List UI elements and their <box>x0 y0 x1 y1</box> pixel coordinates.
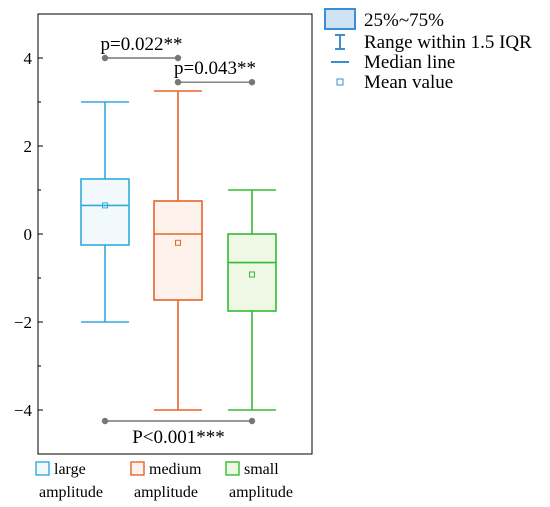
iqr-box <box>153 200 203 301</box>
category-label: amplitude <box>134 484 198 501</box>
significance-dot <box>248 417 256 425</box>
y-tick-label: 4 <box>24 49 33 68</box>
legend-entry-0: 25%~75% <box>324 8 444 31</box>
significance-dot <box>101 54 109 62</box>
mean-marker <box>175 239 181 246</box>
legend-label: Mean value <box>364 72 453 93</box>
legend-entry-3: Mean value <box>336 72 453 93</box>
legend-label: Median line <box>364 52 455 73</box>
category-label: medium <box>149 461 202 478</box>
significance-2: P<0.001*** <box>101 417 256 448</box>
y-tick-label: −4 <box>14 401 33 420</box>
category-label: small <box>244 461 279 478</box>
significance-0: p=0.022** <box>101 34 183 62</box>
y-tick-label: 2 <box>24 137 33 156</box>
box-0 <box>80 101 130 323</box>
significance-label: p=0.043** <box>174 58 256 79</box>
y-tick-label: 0 <box>24 225 33 244</box>
mean-marker <box>102 202 108 209</box>
box-1 <box>153 90 203 411</box>
legend-entry-1: Range within 1.5 IQR <box>335 32 532 53</box>
category-label: amplitude <box>229 484 293 501</box>
category-legend: large amplitude medium amplitude small amplit… <box>35 461 293 501</box>
category-label: amplitude <box>39 484 103 501</box>
significance-label: P<0.001*** <box>132 427 225 448</box>
legend-mean-symbol <box>336 78 344 86</box>
category-2: small amplitude <box>225 461 293 501</box>
iqr-box <box>227 233 277 312</box>
iqr-box <box>80 178 130 246</box>
legend-label: Range within 1.5 IQR <box>364 32 532 53</box>
significance-dot <box>248 79 256 86</box>
category-0: large amplitude <box>35 461 103 501</box>
box-2 <box>227 189 277 411</box>
significance-1: p=0.043** <box>174 58 256 86</box>
mean-marker <box>249 271 255 278</box>
category-label: large <box>54 461 86 478</box>
category-swatch <box>225 461 240 476</box>
category-swatch <box>130 461 145 476</box>
box-series <box>80 90 277 411</box>
significance-dot <box>101 417 109 425</box>
significance-label: p=0.022** <box>101 34 183 55</box>
significance-dot <box>174 54 182 62</box>
category-swatch <box>35 461 50 476</box>
significance-dot <box>174 79 182 86</box>
significance-annotations: p=0.022** p=0.043** P<0.001*** <box>101 34 256 448</box>
legend-entry-2: Median line <box>331 52 455 73</box>
legend-box-symbol <box>324 8 356 30</box>
y-axis: −4 −2 0 2 4 <box>14 49 43 420</box>
y-tick-label: −2 <box>14 313 32 332</box>
legend-label: 25%~75% <box>364 10 444 31</box>
category-1: medium amplitude <box>130 461 202 501</box>
